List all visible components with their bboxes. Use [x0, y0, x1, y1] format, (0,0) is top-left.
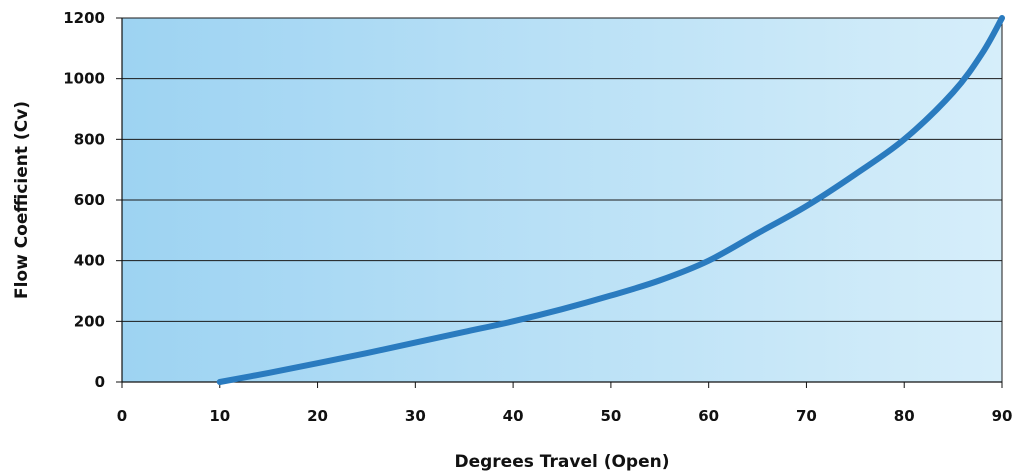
x-tick-label: 90: [992, 407, 1013, 425]
x-tick-label: 20: [307, 407, 328, 425]
x-tick-label: 0: [117, 407, 127, 425]
x-tick-label: 10: [209, 407, 230, 425]
series-layer: [216, 15, 1005, 385]
y-tick-label: 600: [74, 191, 105, 209]
x-axis-title: Degrees Travel (Open): [454, 452, 669, 472]
y-tick-label: 200: [74, 312, 105, 330]
axes: [116, 17, 1003, 388]
y-tick-label: 1000: [63, 70, 105, 88]
x-tick-label: 50: [600, 407, 621, 425]
x-tick-label: 60: [698, 407, 719, 425]
y-tick-label: 1200: [63, 9, 105, 27]
x-tick-label: 70: [796, 407, 817, 425]
series-line: [216, 15, 1005, 385]
y-axis-title: Flow Coefficient (Cv): [12, 101, 32, 299]
y-tick-label: 400: [74, 252, 105, 270]
x-tick-label: 40: [503, 407, 524, 425]
x-tick-label: 30: [405, 407, 426, 425]
y-tick-label: 0: [95, 373, 105, 391]
x-tick-label: 80: [894, 407, 915, 425]
tick-labels: 0 200 400 600 800 1000 1200 0 10 20 30 40 50 60 70 80 90: [63, 9, 1012, 425]
y-tick-label: 800: [74, 130, 105, 148]
